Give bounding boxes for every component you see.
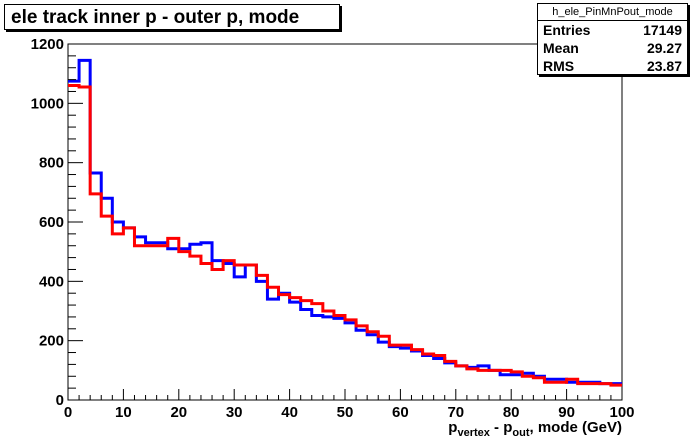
x-tick-label: 100 [609,404,634,421]
x-tick-label: 90 [558,404,575,421]
y-tick-label: 400 [39,273,64,290]
stats-value: 23.87 [646,58,682,74]
series-line-1 [68,58,622,386]
series-layer [68,58,622,387]
x-tick-label: 80 [503,404,520,421]
y-tick-label: 1200 [31,36,64,53]
stats-histogram-name: h_ele_PinMnPout_mode [538,4,687,21]
y-tick-label: 0 [56,392,64,409]
x-axis-label-text: p [448,419,457,436]
plot-frame [67,43,623,401]
x-tick-label: 20 [170,404,187,421]
x-tick-label: 70 [447,404,464,421]
x-axis-label-text: - p [490,419,513,436]
x-tick-label: 30 [226,404,243,421]
stats-value: 17149 [643,22,682,38]
y-tick-label: 1000 [31,95,64,112]
x-axis-label-text: , mode (GeV) [529,419,622,436]
stats-value: 29.27 [646,40,682,56]
stats-box: h_ele_PinMnPout_mode Entries 17149 Mean … [537,3,688,75]
y-tick-label: 200 [39,333,64,350]
stats-row-rms: RMS 23.87 [538,57,687,75]
stats-label: Entries [543,22,591,38]
x-axis-label: pvertex - pout, mode (GeV) [448,419,622,439]
x-tick-label: 50 [337,404,354,421]
x-axis-label-subscript: vertex [457,427,490,439]
y-tick-label: 800 [39,155,64,172]
stats-row-mean: Mean 29.27 [538,39,687,57]
stats-row-entries: Entries 17149 [538,21,687,39]
stats-label: Mean [543,40,579,56]
axes-layer: 0 10 20 30 40 50 60 70 80 90 100020040060080010001… [31,36,635,421]
x-tick-label: 40 [281,404,298,421]
stats-label: RMS [543,58,575,74]
plot-area-border [67,43,623,401]
y-tick-label: 600 [39,214,64,231]
x-tick-label: 0 [64,404,72,421]
x-tick-label: 60 [392,404,409,421]
x-tick-label: 10 [115,404,132,421]
series-line-2 [68,84,622,387]
x-axis-label-subscript: out [512,427,529,439]
plot-title: ele track inner p - outer p, mode [4,4,340,30]
